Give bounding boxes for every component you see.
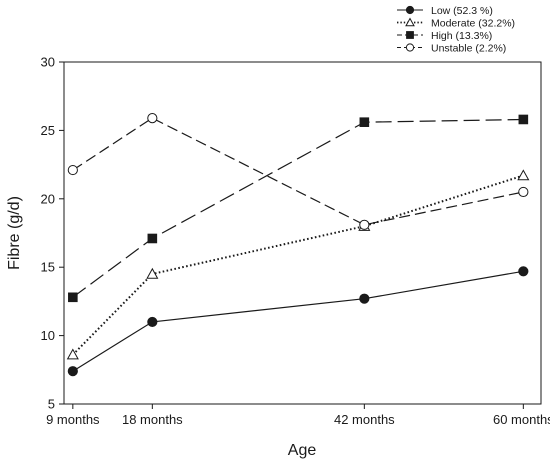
y-tick-label: 20 (41, 191, 55, 206)
y-axis: 5 10 15 20 25 30 (41, 55, 64, 412)
data-point (146, 267, 159, 279)
y-tick-label: 10 (41, 328, 55, 343)
data-point (517, 169, 530, 181)
data-point (68, 292, 78, 303)
series-line (72, 117, 524, 226)
data-point (359, 219, 370, 230)
legend-item: Moderate (32.2%) (397, 17, 515, 29)
legend-marker (405, 43, 415, 52)
series-line (72, 118, 524, 298)
series-4 (67, 112, 529, 230)
data-point (66, 348, 79, 360)
y-axis-title: Fibre (g/d) (6, 196, 23, 270)
legend-marker (405, 5, 415, 15)
data-point (147, 316, 158, 328)
data-point (67, 366, 78, 377)
data-point (147, 233, 158, 244)
plot-border (63, 61, 542, 405)
y-tick-label: 15 (41, 260, 55, 275)
series-2 (66, 169, 530, 360)
x-tick-label: 42 months (334, 412, 395, 427)
legend: Low (52.3 %)Moderate (32.2%)High (13.3%)… (397, 5, 515, 54)
series-1 (67, 266, 529, 377)
y-tick-label: 5 (48, 397, 55, 412)
y-tick-label: 30 (41, 55, 55, 70)
x-axis: 9 months 18 months 42 months 60 months (46, 404, 550, 427)
legend-item: Low (52.3 %) (397, 5, 493, 17)
legend-label: Unstable (2.2%) (431, 42, 506, 54)
legend-label: Moderate (32.2%) (431, 17, 515, 29)
data-point (518, 114, 529, 125)
data-point (359, 117, 370, 127)
data-point (518, 186, 529, 198)
data-point (359, 293, 370, 304)
data-point (67, 164, 78, 176)
x-tick-label: 9 months (46, 412, 100, 427)
legend-marker (405, 17, 415, 27)
legend-marker (406, 31, 414, 39)
x-tick-label: 18 months (122, 412, 183, 427)
legend-label: High (13.3%) (431, 30, 492, 42)
series-line (72, 270, 524, 372)
y-tick-label: 25 (41, 123, 55, 138)
series-line (72, 174, 524, 356)
plot-frame (63, 61, 542, 405)
legend-label: Low (52.3 %) (431, 5, 493, 17)
x-axis-title: Age (288, 442, 317, 459)
series-3 (68, 114, 529, 303)
x-tick-label: 60 months (493, 412, 550, 427)
legend-item: Unstable (2.2%) (397, 42, 506, 54)
legend-item: High (13.3%) (397, 30, 492, 42)
series-layer (66, 112, 530, 377)
data-point (518, 266, 529, 277)
data-point (147, 112, 158, 124)
